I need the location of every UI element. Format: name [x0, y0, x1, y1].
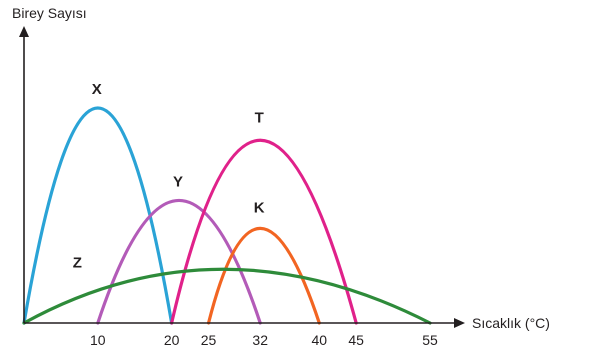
axes [19, 26, 465, 328]
y-axis-title: Birey Sayısı [12, 5, 87, 21]
series-labels: X Y T K Z [73, 81, 265, 271]
series-y-curve [96, 198, 262, 325]
series-k-curve [206, 226, 321, 325]
series-t-label: T [255, 109, 264, 126]
series-x-curve [22, 106, 174, 325]
y-axis-arrow [19, 26, 29, 37]
x-tick-label-32: 32 [252, 332, 268, 348]
x-tick-label-55: 55 [422, 332, 438, 348]
series-k-label: K [254, 199, 265, 216]
series-t-curve [170, 138, 358, 325]
x-tick-label-20: 20 [164, 332, 180, 348]
series-y-label: Y [173, 173, 183, 190]
series-x-label: X [92, 81, 102, 98]
x-axis-title: Sıcaklık (°C) [472, 315, 550, 331]
curves-layer [22, 106, 432, 325]
x-axis-arrow [454, 318, 465, 328]
x-tick-labels: 10 20 25 32 40 45 55 [90, 332, 438, 348]
x-tick-label-10: 10 [90, 332, 106, 348]
series-z-curve [22, 267, 432, 325]
x-tick-label-25: 25 [201, 332, 217, 348]
x-tick-label-40: 40 [311, 332, 327, 348]
series-z-label: Z [73, 254, 82, 271]
x-tick-label-45: 45 [348, 332, 364, 348]
